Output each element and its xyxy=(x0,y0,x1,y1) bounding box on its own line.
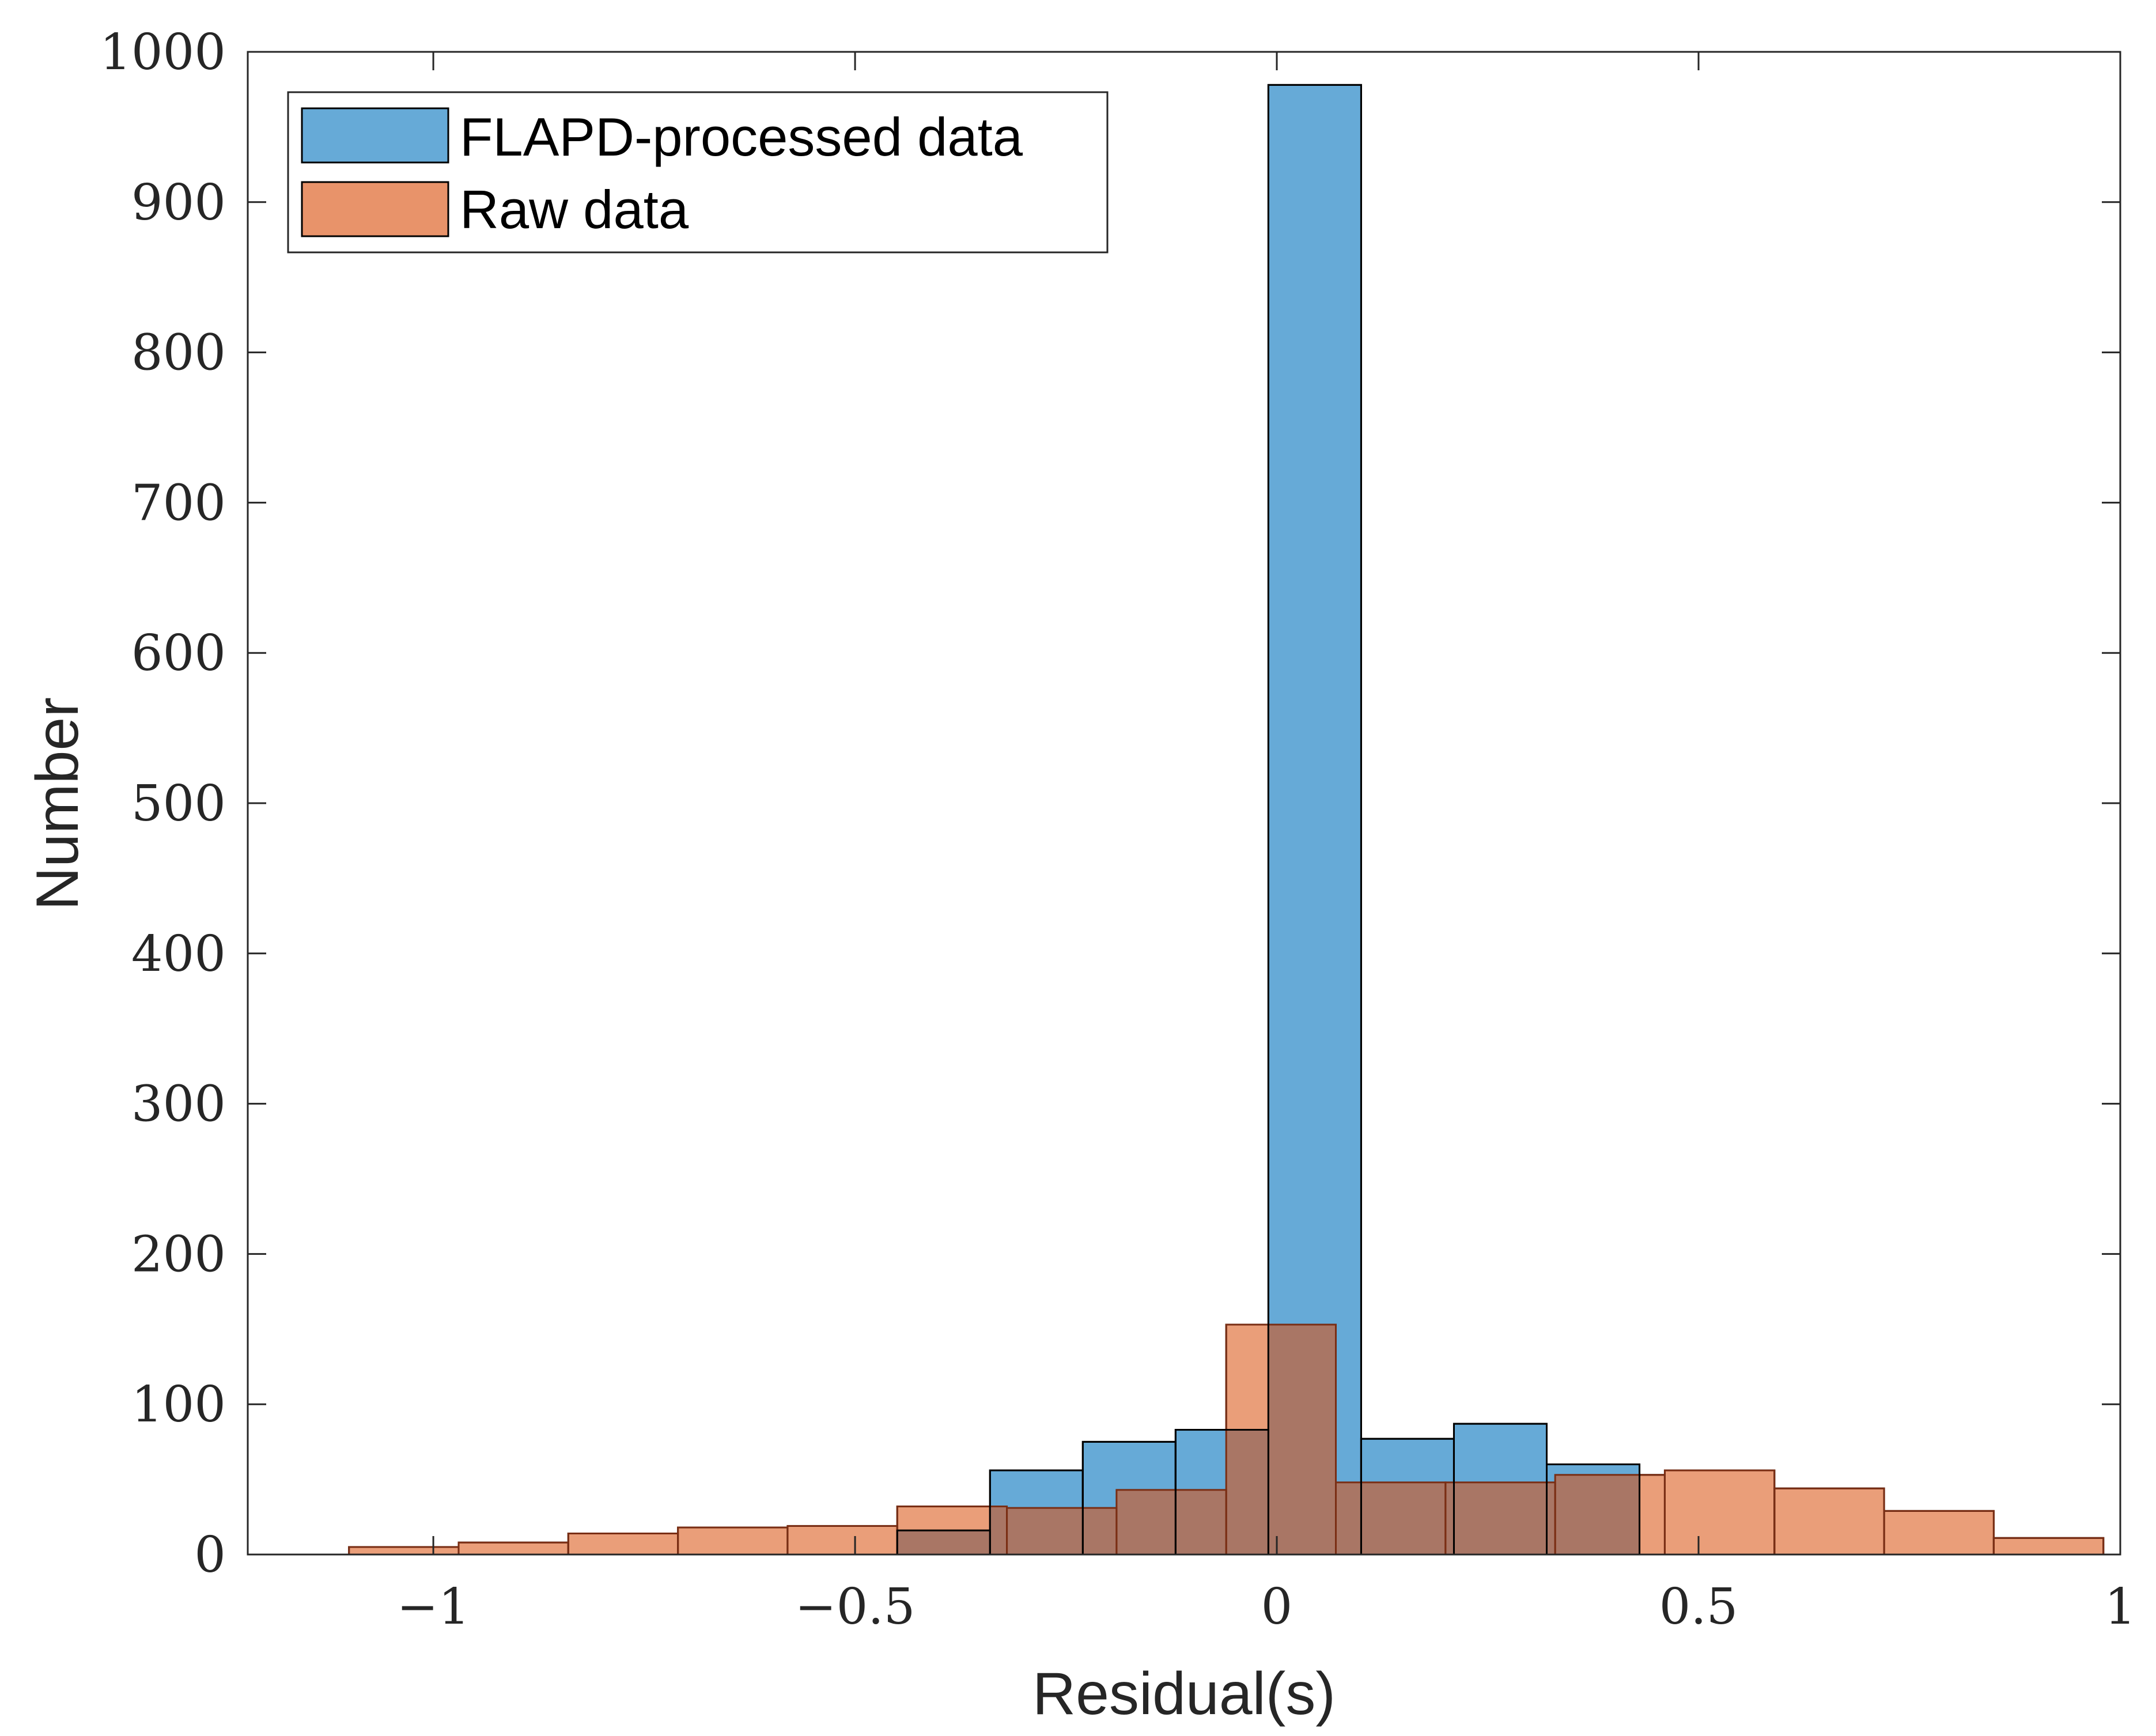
x-tick-labels: −1 −0.5 0 0.5 1 xyxy=(397,1578,2136,1636)
y-tick-label: 900 xyxy=(131,174,226,232)
y-tick-labels: 0 100 200 300 400 500 600 700 800 900 1000 xyxy=(100,24,226,1584)
raw-bar xyxy=(677,1526,789,1556)
legend-swatch-raw xyxy=(301,181,449,237)
overlap-region xyxy=(1268,1324,1336,1555)
legend-label-flapd: FLAPD-processed data xyxy=(460,107,1023,167)
y-tick-label: 700 xyxy=(131,474,226,532)
raw-bar xyxy=(1992,1537,2105,1556)
x-axis-label: Residual(s) xyxy=(1032,1661,1336,1727)
y-tick-label: 800 xyxy=(131,324,226,382)
y-tick-label: 100 xyxy=(131,1376,226,1434)
y-tick-label: 400 xyxy=(131,925,226,983)
overlap-region xyxy=(1116,1489,1176,1555)
x-tick-label: −1 xyxy=(397,1578,470,1636)
y-tick-label: 600 xyxy=(131,625,226,682)
overlap-bars xyxy=(348,84,2105,1556)
raw-bar xyxy=(1883,1510,1995,1556)
x-tick-label: 0 xyxy=(1261,1578,1293,1636)
overlap-region xyxy=(1555,1474,1640,1555)
overlap-region xyxy=(1336,1482,1361,1555)
y-tick-label: 1000 xyxy=(100,24,226,81)
y-tick-label: 200 xyxy=(131,1226,226,1283)
overlap-region xyxy=(990,1506,1007,1555)
overlap-region xyxy=(897,1530,990,1555)
plot-frame xyxy=(247,51,2121,1556)
y-axis-label: Number xyxy=(24,697,91,910)
legend: FLAPD-processed data Raw data xyxy=(287,91,1109,254)
raw-bar xyxy=(786,1525,898,1556)
raw-bar xyxy=(1773,1487,1885,1556)
legend-label-raw: Raw data xyxy=(460,179,689,240)
overlap-region xyxy=(1175,1489,1227,1555)
y-tick-label: 300 xyxy=(131,1076,226,1133)
raw-bar xyxy=(348,1546,460,1556)
y-tick-label: 0 xyxy=(194,1526,226,1584)
overlap-region xyxy=(1226,1429,1269,1555)
x-tick-label: 1 xyxy=(2105,1578,2136,1636)
overlap-region xyxy=(1361,1482,1446,1555)
overlap-region xyxy=(1445,1482,1454,1555)
overlap-region xyxy=(1083,1508,1117,1555)
plot-area xyxy=(248,52,2120,1555)
raw-bar xyxy=(1663,1469,1776,1556)
y-tick-label: 500 xyxy=(131,775,226,833)
overlap-region xyxy=(1454,1482,1547,1555)
raw-bar xyxy=(567,1532,679,1556)
x-tick-label: −0.5 xyxy=(795,1578,916,1636)
legend-swatch-flapd xyxy=(301,107,449,164)
x-tick-label: 0.5 xyxy=(1659,1578,1738,1636)
raw-bar xyxy=(457,1541,569,1556)
overlap-region xyxy=(1546,1482,1556,1555)
flapd-bar xyxy=(1267,84,1362,1556)
overlap-region xyxy=(1007,1508,1083,1555)
